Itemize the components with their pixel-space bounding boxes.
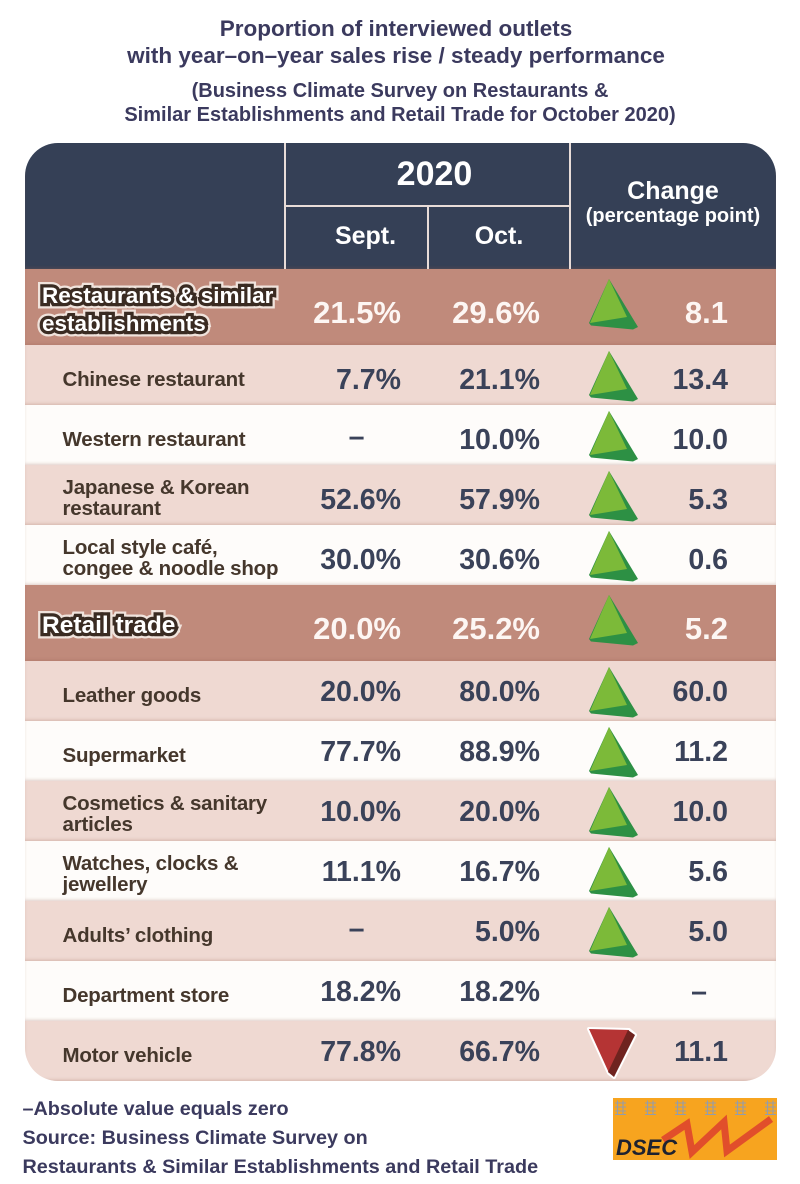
svg-text:DSEC: DSEC <box>616 1135 678 1160</box>
